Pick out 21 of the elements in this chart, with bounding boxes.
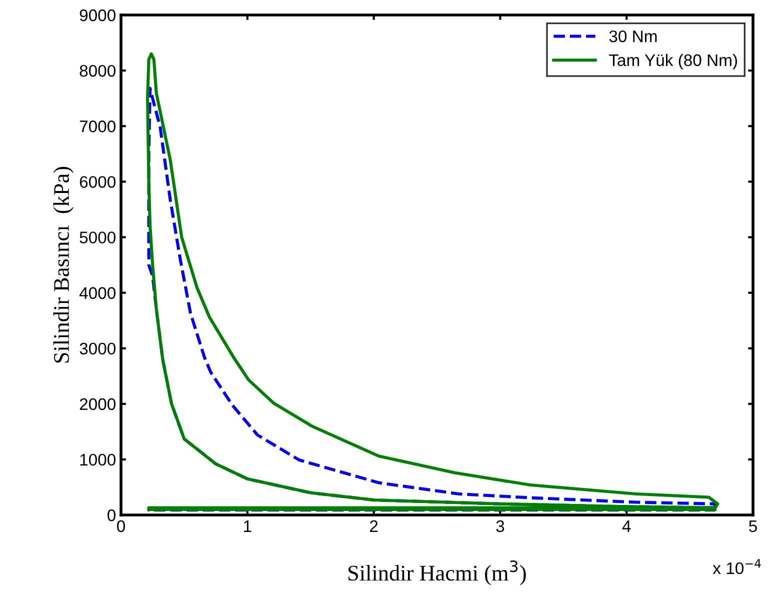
legend-label: Tam Yük (80 Nm) — [609, 54, 737, 70]
x-tick-label: 1 — [244, 520, 252, 532]
x-tick-label: 2 — [370, 520, 378, 532]
x-axis-title: Silindir Hacmi (m$^{3}$) — [348, 560, 526, 586]
y-axis-title: Silindir Basıncı (kPa) — [53, 166, 74, 363]
y-tick-label: 1000 — [80, 454, 116, 466]
x-tick-label: 3 — [496, 520, 504, 532]
y-tick-label: 8000 — [80, 64, 116, 77]
x-tick-label: 5 — [749, 520, 757, 532]
y-tick-label: 0 — [108, 509, 116, 522]
y-tick-label: 6000 — [80, 176, 116, 188]
text: x 10$^{−4}$ — [712, 559, 761, 574]
y-tick-label: 4000 — [79, 287, 116, 299]
legend-label: 30 Nm — [609, 30, 657, 42]
x-tick-label: 0 — [117, 520, 125, 532]
y-tick-label: 7000 — [80, 120, 116, 132]
x-tick-label: 4 — [622, 520, 631, 532]
y-tick-label: 2000 — [80, 398, 116, 410]
y-tick-label: 9000 — [80, 9, 116, 22]
y-tick-label: 5000 — [80, 232, 116, 244]
y-tick-label: 3000 — [80, 342, 116, 355]
